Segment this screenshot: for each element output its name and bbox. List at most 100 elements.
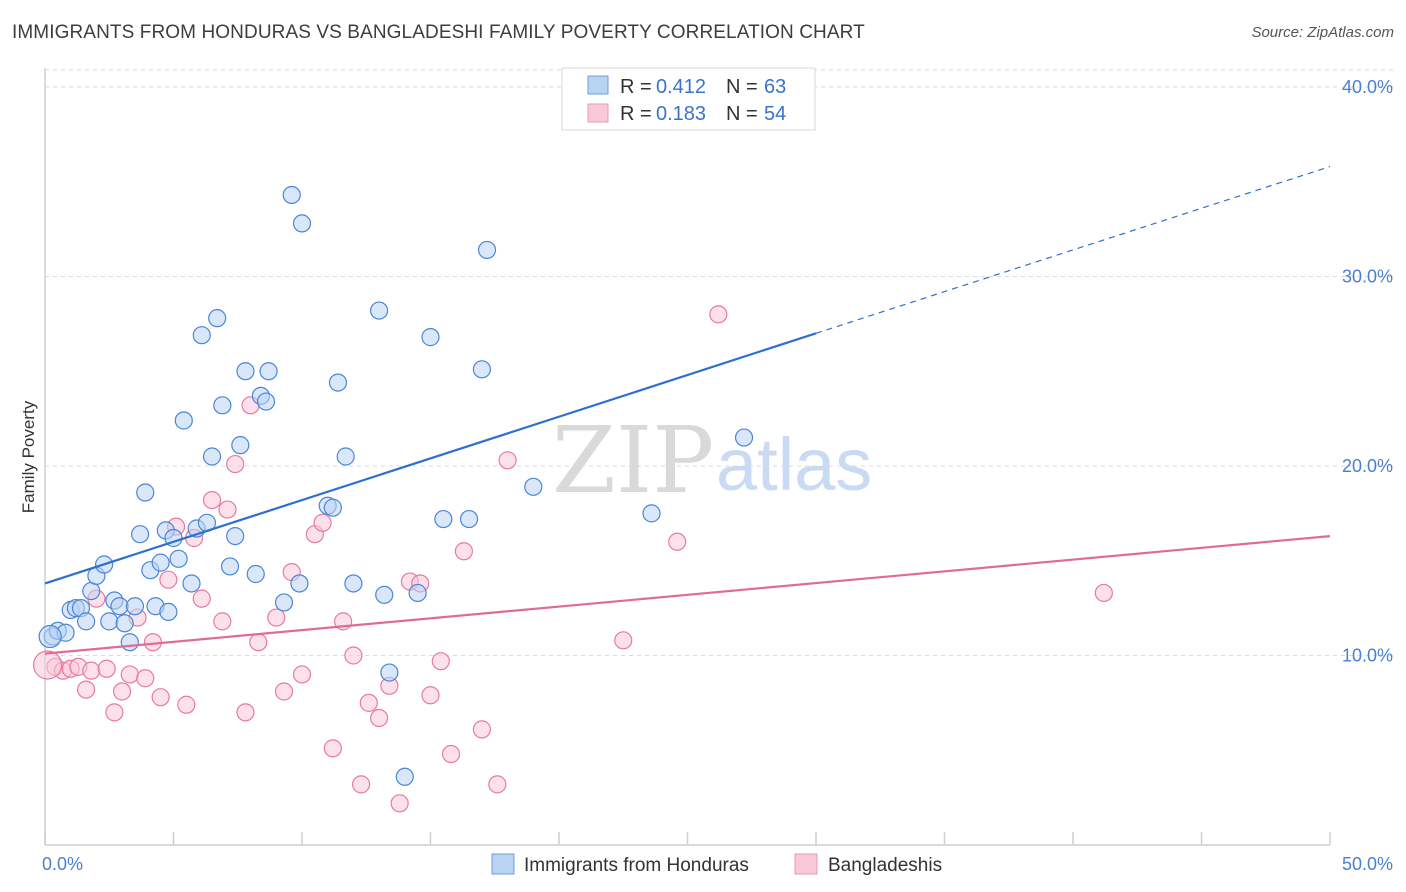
- bangladeshis-point-33: [323, 739, 342, 758]
- bangladeshis-point-15: [159, 570, 178, 589]
- y-axis-title: Family Poverty: [19, 400, 38, 513]
- honduras-point-20: [151, 553, 170, 572]
- x-ticks: [44, 832, 1331, 845]
- bangladeshis-point-7: [97, 659, 116, 678]
- honduras-point-39: [256, 392, 276, 411]
- bangladeshis-point-36: [352, 775, 371, 794]
- honduras-point-16: [130, 525, 150, 544]
- honduras-point-26: [182, 574, 201, 593]
- bangladeshis-point-52: [709, 305, 728, 324]
- bangladeshis-point-4: [77, 680, 96, 699]
- honduras-point-48: [336, 447, 355, 466]
- bottom-legend-swatch-honduras: [491, 853, 515, 875]
- honduras-point-44: [292, 214, 312, 233]
- honduras-point-55: [421, 328, 440, 347]
- bottom-legend: Immigrants from Honduras Bangladeshis: [491, 853, 942, 876]
- trend-line-bangladeshis: [44, 534, 1331, 655]
- honduras-point-25: [174, 411, 193, 430]
- bangladeshis-point-35: [344, 646, 363, 665]
- bangladeshis-point-44: [431, 652, 450, 671]
- honduras-point-22: [159, 602, 178, 622]
- honduras-point-52: [380, 663, 399, 682]
- bangladeshis-point-17: [177, 695, 196, 714]
- honduras-point-6: [77, 612, 96, 631]
- series-honduras-points: [38, 185, 754, 786]
- honduras-point-56: [434, 509, 453, 529]
- bangladeshis-point-40: [390, 794, 409, 813]
- honduras-point-57: [459, 509, 479, 529]
- y-tick-label-30: 30.0%: [1342, 266, 1393, 286]
- bangladeshis-point-14: [151, 688, 170, 707]
- legend-swatch-honduras: [587, 75, 609, 95]
- bangladeshis-point-50: [614, 631, 633, 650]
- bangladeshis-point-9: [112, 682, 132, 701]
- legend-r-value-bangladeshis: 0.183: [656, 103, 706, 125]
- honduras-point-31: [208, 309, 227, 328]
- legend-box: R = 0.412 N = 63 R = 0.183 N = 54: [561, 67, 816, 131]
- honduras-point-15: [125, 597, 145, 616]
- honduras-point-49: [344, 574, 363, 593]
- honduras-point-37: [246, 564, 265, 584]
- honduras-point-53: [395, 767, 414, 786]
- honduras-point-13: [115, 614, 134, 633]
- bangladeshis-point-edge: [32, 650, 63, 680]
- honduras-point-58: [472, 360, 491, 379]
- honduras-point-17: [136, 483, 155, 502]
- honduras-point-43: [290, 574, 309, 593]
- honduras-point-34: [226, 526, 245, 546]
- bangladeshis-point-19: [192, 589, 211, 608]
- bangladeshis-point-53: [1094, 583, 1113, 603]
- honduras-point-28: [192, 326, 211, 345]
- y-tick-label-10: 10.0%: [1342, 645, 1393, 665]
- bangladeshis-point-28: [274, 682, 294, 701]
- bangladeshis-point-47: [472, 720, 491, 739]
- x-tick-label-min: 0.0%: [42, 854, 83, 874]
- honduras-point-14: [120, 633, 139, 652]
- bangladeshis-point-51: [668, 532, 687, 551]
- bangladeshis-point-37: [359, 693, 378, 712]
- bottom-legend-label-honduras: Immigrants from Honduras: [524, 855, 749, 876]
- legend-r-label-honduras: R =: [620, 76, 652, 98]
- bangladeshis-point-21: [213, 612, 232, 631]
- trend-line-honduras-extension: [815, 165, 1331, 334]
- bottom-legend-swatch-bangladeshis: [794, 853, 818, 875]
- bangladeshis-point-26: [249, 633, 268, 652]
- honduras-point-35: [231, 436, 250, 455]
- trend-line-honduras: [44, 332, 817, 585]
- watermark-zip: ZIP: [552, 407, 714, 514]
- honduras-point-33: [220, 557, 240, 576]
- bangladeshis-point-27: [267, 608, 286, 627]
- series-bangladeshis-points: [32, 305, 1113, 813]
- bottom-legend-label-bangladeshis: Bangladeshis: [828, 855, 942, 876]
- y-tick-labels: 10.0% 20.0% 30.0% 40.0%: [1342, 77, 1393, 666]
- honduras-point-47: [328, 373, 348, 392]
- x-tick-label-max: 50.0%: [1342, 854, 1393, 874]
- honduras-point-41: [274, 593, 294, 612]
- chart-source: Source: ZipAtlas.com: [1251, 24, 1394, 41]
- honduras-point-40: [259, 362, 278, 381]
- honduras-point-7: [82, 581, 101, 601]
- bangladeshis-point-8: [105, 703, 124, 722]
- honduras-point-42: [282, 185, 301, 205]
- honduras-point-24: [169, 549, 188, 568]
- bangladeshis-point-5: [82, 661, 101, 680]
- bangladeshis-point-10: [120, 665, 139, 684]
- y-tick-label-20: 20.0%: [1342, 456, 1393, 476]
- bangladeshis-point-24: [236, 703, 255, 722]
- legend-n-value-bangladeshis: 54: [764, 103, 786, 125]
- honduras-point-51: [375, 585, 394, 604]
- bangladeshis-point-38: [370, 708, 389, 728]
- honduras-point-edge: [38, 624, 62, 649]
- honduras-point-50: [370, 301, 389, 320]
- legend-swatch-bangladeshis: [587, 103, 609, 123]
- honduras-point-59: [477, 240, 497, 260]
- honduras-point-30: [202, 447, 222, 466]
- bangladeshis-point-43: [421, 686, 440, 705]
- honduras-point-12: [110, 597, 129, 616]
- honduras-point-32: [213, 396, 232, 415]
- trend-lines: [44, 165, 1331, 655]
- bangladeshis-point-20: [202, 490, 222, 510]
- bangladeshis-point-49: [498, 451, 517, 470]
- honduras-point-60: [524, 477, 543, 496]
